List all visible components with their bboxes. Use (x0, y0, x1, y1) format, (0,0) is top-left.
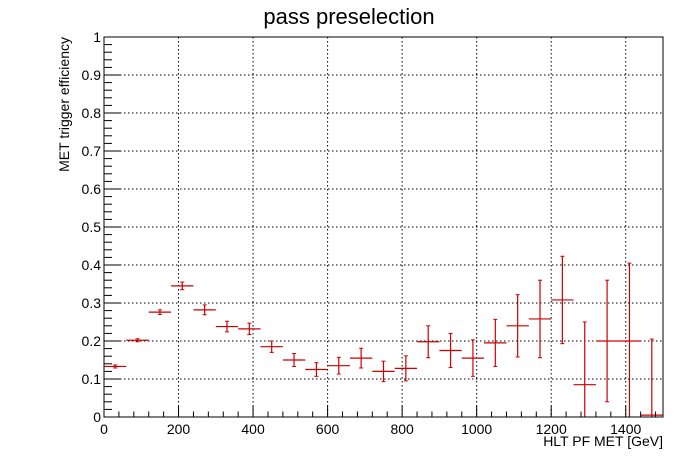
data-point (148, 309, 172, 315)
data-point (282, 353, 306, 367)
data-point (126, 338, 149, 343)
data-point (349, 347, 373, 369)
y-tick-label: 0.7 (82, 143, 102, 159)
y-axis-label: MET trigger efficiency (56, 37, 72, 172)
y-tick-label: 0.6 (82, 181, 102, 197)
data-point (327, 356, 350, 375)
data-point (618, 262, 641, 417)
data-point (528, 279, 552, 359)
x-tick-label: 1200 (536, 421, 567, 437)
x-tick-label: 1400 (610, 421, 641, 437)
plot-frame (103, 36, 664, 418)
y-tick-labels: 0 0.1 0.2 0.3 0.4 0.5 0.6 0.7 0.8 0.9 1 (82, 29, 102, 425)
y-tick-label: 0.1 (82, 371, 102, 387)
x-axis-label: HLT PF MET [GeV] (543, 433, 663, 449)
x-tick-labels: 0 200 400 600 800 1000 1200 1400 (100, 421, 641, 437)
data-point (439, 332, 462, 369)
y-tick-label: 0.8 (82, 105, 102, 121)
y-tick-label: 0.3 (82, 295, 102, 311)
data-point (238, 322, 261, 336)
data-point (595, 279, 619, 403)
data-point (551, 255, 574, 345)
chart-title: pass preselection (263, 4, 434, 29)
y-tick-label: 0 (93, 409, 101, 425)
x-tick-label: 200 (167, 421, 191, 437)
data-point (573, 321, 596, 417)
data-point (372, 360, 395, 383)
y-tick-label: 0.5 (82, 219, 102, 235)
y-tick-label: 0.9 (82, 67, 102, 83)
x-tick-label: 400 (241, 421, 265, 437)
data-point (506, 294, 529, 358)
data-point (193, 304, 216, 316)
data-point (394, 355, 418, 382)
x-tick-label: 600 (316, 421, 340, 437)
data-point (484, 318, 507, 367)
data-points (104, 255, 663, 417)
data-point (215, 320, 239, 333)
x-tick-label: 800 (390, 421, 414, 437)
x-tick-label: 1000 (461, 421, 492, 437)
data-point (260, 340, 283, 353)
data-point (461, 339, 485, 377)
data-point (171, 281, 194, 291)
y-tick-label: 0.4 (82, 257, 102, 273)
grid-lines (104, 37, 663, 417)
data-point (104, 364, 127, 369)
x-tick-label: 0 (100, 421, 108, 437)
axis-ticks (103, 36, 657, 418)
data-point (417, 325, 440, 359)
data-point (305, 362, 328, 377)
y-tick-label: 1 (93, 29, 101, 45)
y-tick-label: 0.2 (82, 333, 102, 349)
data-point (640, 338, 663, 417)
